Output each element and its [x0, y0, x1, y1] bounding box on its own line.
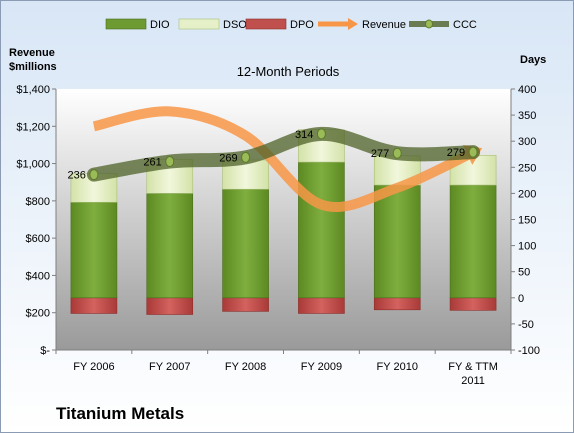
legend-label: DPO	[290, 19, 314, 31]
legend-label: DIO	[150, 19, 170, 31]
x-category-label: FY 2010	[377, 361, 418, 373]
y-left-tick-label: $800	[26, 196, 50, 208]
legend-label: DSO	[223, 19, 247, 31]
dio-bar	[373, 184, 421, 299]
dio-bar	[222, 188, 269, 299]
ccc-marker	[241, 151, 251, 163]
ccc-marker	[165, 156, 175, 168]
y-right-tick-label: -50	[518, 319, 534, 331]
legend-swatch-dso	[178, 18, 220, 30]
legend-item: CCC	[409, 19, 477, 31]
ccc-marker	[392, 147, 402, 159]
y-right-tick-label: 250	[518, 162, 536, 174]
legend-item: Revenue	[318, 18, 406, 31]
ccc-marker	[89, 169, 99, 181]
ccc-data-label: 269	[219, 152, 237, 164]
y-right-tick-label: 400	[518, 84, 536, 96]
dio-bar	[298, 161, 345, 299]
y-right-tick-label: 150	[518, 215, 536, 227]
ccc-data-label: 277	[371, 148, 389, 160]
legend-item: DPO	[245, 18, 314, 31]
ccc-data-label: 236	[68, 170, 86, 182]
y-left-title-line2: $millions	[9, 61, 57, 73]
dpo-bar	[222, 297, 269, 312]
company-name: Titanium Metals	[56, 404, 184, 423]
chart-subtitle: 12-Month Periods	[237, 64, 340, 79]
legend-item: DSO	[178, 18, 247, 31]
dpo-bar	[70, 297, 118, 314]
x-category-label: FY 2009	[301, 361, 342, 373]
legend-marker-ccc	[425, 19, 433, 29]
y-right-tick-label: 50	[518, 267, 530, 279]
dio-bar	[449, 184, 497, 299]
y-left-tick-label: $1,400	[16, 84, 50, 96]
ccc-marker	[468, 146, 478, 158]
y-right-title: Days	[520, 54, 546, 66]
x-category-label: 2011	[461, 375, 485, 387]
ccc-marker	[316, 128, 326, 140]
revenue-line	[92, 106, 476, 213]
dpo-bar	[298, 297, 345, 314]
legend-label: CCC	[453, 19, 477, 31]
y-left-tick-label: $1,000	[16, 159, 50, 171]
y-right-tick-label: -100	[518, 345, 540, 357]
y-right-tick-label: 100	[518, 241, 536, 253]
y-left-tick-label: $1,200	[16, 121, 50, 133]
x-category-label: FY 2008	[225, 361, 266, 373]
y-right-tick-label: 200	[518, 188, 536, 200]
ccc-data-label: 314	[295, 129, 313, 141]
dpo-bar	[373, 297, 421, 311]
legend-swatch-dpo	[245, 18, 287, 30]
y-right-tick-label: 300	[518, 136, 536, 148]
dio-bar	[146, 193, 194, 299]
dpo-bar	[449, 297, 497, 311]
y-right-tick-label: 0	[518, 293, 524, 305]
legend-item: DIO	[105, 18, 170, 31]
dpo-bar	[146, 297, 194, 315]
y-left-tick-label: $400	[26, 270, 50, 282]
y-left-tick-label: $600	[26, 233, 50, 245]
y-left-tick-label: $-	[40, 345, 50, 357]
ccc-data-label: 261	[143, 157, 161, 169]
ccc-data-label: 279	[447, 147, 465, 159]
y-left-title-line1: Revenue	[9, 47, 55, 59]
legend-swatch-dio	[105, 18, 147, 30]
legend-arrow-revenue	[348, 18, 358, 30]
x-category-label: FY 2007	[149, 361, 190, 373]
plot-area	[56, 89, 511, 350]
y-right-tick-label: 350	[518, 110, 536, 122]
x-category-label: FY 2006	[73, 361, 114, 373]
dio-bar	[70, 201, 118, 299]
y-left-tick-label: $200	[26, 308, 50, 320]
legend-label: Revenue	[362, 19, 406, 31]
x-category-label: FY & TTM	[448, 361, 498, 373]
